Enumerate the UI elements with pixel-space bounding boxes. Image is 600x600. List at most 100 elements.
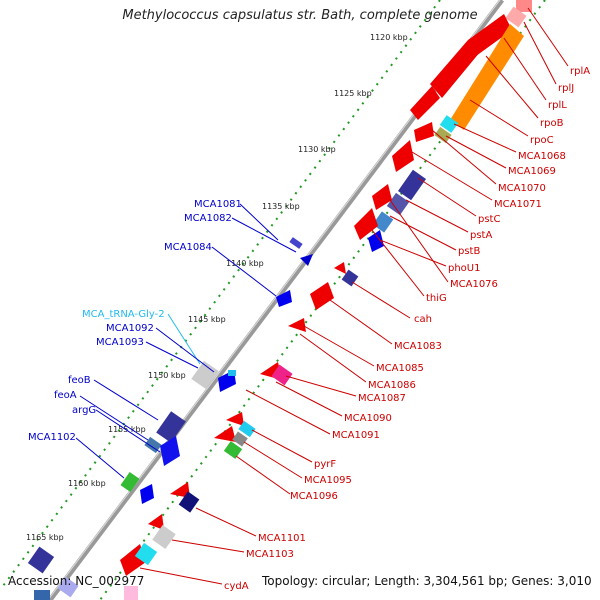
gene-phou1[interactable] bbox=[368, 230, 384, 252]
gene-cah-1[interactable] bbox=[334, 262, 346, 274]
left-label-mca1092[interactable]: MCA1092 bbox=[106, 323, 154, 334]
gene-pstc[interactable] bbox=[397, 169, 427, 201]
ruler-tick-label: 1125 kbp bbox=[334, 89, 372, 98]
right-label-cyda[interactable]: cydA bbox=[224, 581, 249, 592]
gene-rpla[interactable] bbox=[516, 0, 532, 12]
gene-mca1068[interactable] bbox=[439, 115, 459, 133]
left-label-mca1082[interactable]: MCA1082 bbox=[184, 213, 232, 224]
gene-psta[interactable] bbox=[386, 192, 410, 216]
right-label-pstb[interactable]: pstB bbox=[458, 246, 480, 257]
right-label-mca1096[interactable]: MCA1096 bbox=[290, 491, 338, 502]
right-label-mca1085[interactable]: MCA1085 bbox=[376, 363, 424, 374]
right-label-mca1068[interactable]: MCA1068 bbox=[518, 151, 566, 162]
left-label-mca1102[interactable]: MCA1102 bbox=[28, 432, 76, 443]
right-label-mca1069[interactable]: MCA1069 bbox=[508, 166, 556, 177]
gene-mca1084[interactable] bbox=[276, 290, 292, 307]
left-label-mca1093[interactable]: MCA1093 bbox=[96, 337, 144, 348]
map-title: Methylococcus capsulatus str. Bath, comp… bbox=[122, 8, 478, 23]
gene-mca1083[interactable] bbox=[310, 282, 334, 310]
gene-mca1101-a[interactable] bbox=[170, 482, 190, 498]
gene-mca-trna-gly-2[interactable] bbox=[191, 360, 219, 390]
gene-mca1071[interactable] bbox=[392, 140, 414, 172]
left-label-argg[interactable]: argG bbox=[72, 405, 96, 416]
gene-mca1069[interactable] bbox=[434, 126, 452, 144]
ruler-tick-label: 1145 kbp bbox=[188, 315, 226, 324]
gene-mca1087[interactable] bbox=[271, 364, 293, 386]
ruler-tick-label: 1150 kbp bbox=[148, 371, 186, 380]
gene-pyrf[interactable] bbox=[238, 420, 256, 438]
gene-pstb[interactable] bbox=[372, 211, 394, 233]
right-label-mca1091[interactable]: MCA1091 bbox=[332, 430, 380, 441]
gene-mca1101[interactable] bbox=[178, 491, 200, 513]
gene-mca1091[interactable] bbox=[214, 426, 236, 442]
ruler-tick-label: 1160 kbp bbox=[68, 479, 106, 488]
gene-argg2[interactable] bbox=[140, 484, 154, 504]
right-label-mca1087[interactable]: MCA1087 bbox=[358, 393, 406, 404]
gene-rev-bottom-1[interactable] bbox=[27, 546, 55, 574]
left-label-mca-trna-gly-2[interactable]: MCA_tRNA-Gly-2 bbox=[82, 309, 165, 320]
gene-rpll[interactable] bbox=[468, 14, 512, 56]
right-label-mca1086[interactable]: MCA1086 bbox=[368, 380, 416, 391]
gene-rpoc[interactable] bbox=[410, 86, 440, 120]
right-label-mca1095[interactable]: MCA1095 bbox=[304, 475, 352, 486]
right-label-pyrf[interactable]: pyrF bbox=[314, 459, 336, 470]
gene-cah-2[interactable] bbox=[341, 269, 359, 287]
ruler-ticks: 1120 kbp 1125 kbp 1130 kbp 1135 kbp 1140… bbox=[26, 33, 408, 542]
gene-mca1081[interactable] bbox=[289, 237, 303, 249]
right-label-mca1101[interactable]: MCA1101 bbox=[258, 533, 306, 544]
gene-mca1070[interactable] bbox=[414, 122, 434, 142]
right-label-pstc[interactable]: pstC bbox=[478, 214, 500, 225]
right-label-rpll[interactable]: rplL bbox=[548, 100, 567, 111]
ruler-tick-label: 1135 kbp bbox=[262, 202, 300, 211]
right-label-thig[interactable]: thiG bbox=[426, 293, 447, 304]
right-label-phou1[interactable]: phoU1 bbox=[448, 263, 481, 274]
left-label-feob[interactable]: feoB bbox=[68, 375, 91, 386]
forward-genes bbox=[120, 0, 532, 600]
reverse-track-dots bbox=[0, 0, 441, 591]
ruler-tick-label: 1140 kbp bbox=[226, 259, 264, 268]
reverse-gene-labels: MCA1081 MCA1082 MCA1084 MCA_tRNA-Gly-2 M… bbox=[28, 199, 297, 479]
right-label-rpob[interactable]: rpoB bbox=[540, 118, 564, 129]
gene-mca1085[interactable] bbox=[288, 318, 306, 332]
gene-rplj[interactable] bbox=[505, 6, 527, 28]
gene-rpoc-long[interactable] bbox=[450, 24, 524, 130]
right-label-mca1076[interactable]: MCA1076 bbox=[450, 279, 498, 290]
right-label-rpla[interactable]: rplA bbox=[570, 66, 590, 77]
ruler-tick-label: 1130 kbp bbox=[298, 145, 336, 154]
gene-rev-bottom-3[interactable] bbox=[34, 590, 50, 600]
right-label-mca1071[interactable]: MCA1071 bbox=[494, 199, 542, 210]
right-label-mca1090[interactable]: MCA1090 bbox=[344, 413, 392, 424]
gene-cyda-2[interactable] bbox=[134, 542, 158, 566]
gene-rpob[interactable] bbox=[430, 40, 480, 98]
left-label-mca1081[interactable]: MCA1081 bbox=[194, 199, 242, 210]
right-label-psta[interactable]: pstA bbox=[470, 230, 492, 241]
gene-argg[interactable] bbox=[160, 436, 180, 466]
gene-feoa[interactable] bbox=[144, 436, 162, 454]
right-label-mca1103[interactable]: MCA1103 bbox=[246, 549, 294, 560]
gene-rev-bottom-2[interactable] bbox=[57, 576, 79, 598]
right-label-mca1083[interactable]: MCA1083 bbox=[394, 341, 442, 352]
gene-cyda-3[interactable] bbox=[124, 586, 138, 600]
forward-gene-labels: rplA rplJ rplL rpoB rpoC MCA1068 MCA1069… bbox=[139, 7, 590, 592]
right-label-mca1070[interactable]: MCA1070 bbox=[498, 183, 546, 194]
right-label-rplj[interactable]: rplJ bbox=[558, 83, 574, 94]
gene-feob[interactable] bbox=[156, 411, 186, 443]
gene-mca1090[interactable] bbox=[226, 412, 244, 426]
right-label-rpoc[interactable]: rpoC bbox=[530, 135, 554, 146]
right-label-cah[interactable]: cah bbox=[414, 314, 432, 325]
gene-mca1103-a[interactable] bbox=[148, 514, 164, 530]
gene-mca1093[interactable] bbox=[228, 370, 236, 376]
gene-mca1082[interactable] bbox=[300, 254, 313, 266]
gene-mca1096[interactable] bbox=[223, 441, 243, 459]
left-label-mca1084[interactable]: MCA1084 bbox=[164, 242, 212, 253]
gene-mca1102[interactable] bbox=[120, 472, 140, 492]
accession-text: Accession: NC_002977 bbox=[8, 574, 145, 588]
gene-mca1095[interactable] bbox=[232, 431, 248, 447]
gene-thig[interactable] bbox=[354, 208, 378, 240]
gene-mca1103[interactable] bbox=[152, 525, 176, 549]
ruler-tick-label: 1165 kbp bbox=[26, 533, 64, 542]
ruler-tick-label: 1120 kbp bbox=[370, 33, 408, 42]
gene-mca1076[interactable] bbox=[372, 184, 392, 210]
left-label-feoa[interactable]: feoA bbox=[54, 390, 77, 401]
